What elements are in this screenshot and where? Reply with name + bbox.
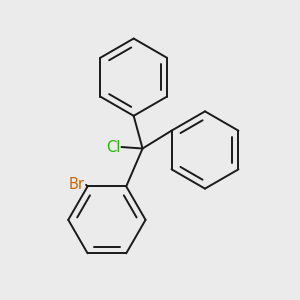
Text: Br: Br <box>69 177 85 192</box>
Text: Cl: Cl <box>106 140 120 154</box>
